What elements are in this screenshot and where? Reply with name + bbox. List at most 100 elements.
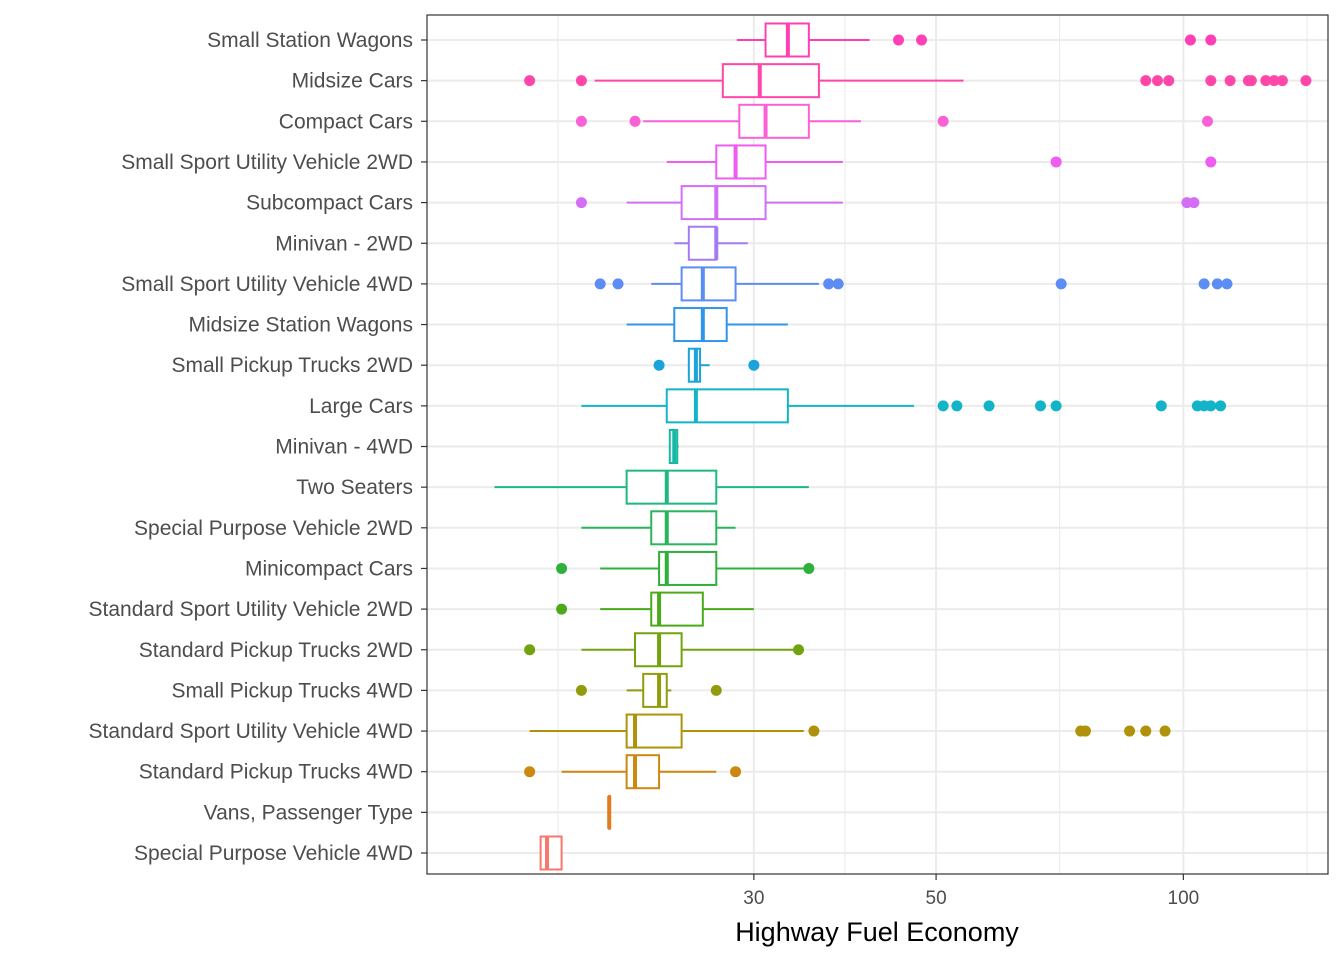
outlier-point <box>629 115 641 127</box>
outlier-point <box>1159 725 1171 737</box>
outlier-point <box>808 725 820 737</box>
y-tick-label: Midsize Cars <box>292 70 413 93</box>
iqr-box <box>625 754 661 790</box>
boxes-layer <box>494 22 1312 871</box>
outlier-point <box>1188 197 1200 209</box>
outlier-point <box>916 34 928 46</box>
x-tick-label: 30 <box>743 888 764 909</box>
outlier-point <box>1155 400 1167 412</box>
y-tick-label: Standard Pickup Trucks 2WD <box>139 639 413 662</box>
outlier-point <box>1300 75 1312 87</box>
outlier-point <box>1205 75 1217 87</box>
box-small-sport-utility-vehicle-4wd <box>594 266 1233 302</box>
box-standard-pickup-trucks-2wd <box>524 632 805 668</box>
x-tick-label: 100 <box>1168 888 1200 909</box>
outlier-point <box>803 562 815 574</box>
y-tick-label: Minicompact Cars <box>245 557 413 580</box>
outlier-point <box>575 684 587 696</box>
box-standard-sport-utility-vehicle-2wd <box>556 591 754 627</box>
iqr-box <box>680 266 737 302</box>
box-vans-passenger-type <box>607 794 612 830</box>
y-tick-label: Compact Cars <box>279 110 413 133</box>
outlier-point <box>1140 75 1152 87</box>
outlier-point <box>524 766 536 778</box>
box-small-station-wagons <box>736 22 1217 58</box>
y-tick-label: Small Pickup Trucks 4WD <box>171 679 413 702</box>
outlier-point <box>1055 278 1067 290</box>
iqr-box <box>673 307 728 343</box>
outlier-point <box>793 644 805 656</box>
outlier-point <box>575 115 587 127</box>
outlier-point <box>832 278 844 290</box>
outlier-point <box>1184 34 1196 46</box>
outlier-point <box>1079 725 1091 737</box>
outlier-point <box>1151 75 1163 87</box>
iqr-box <box>680 185 767 221</box>
outlier-point <box>594 278 606 290</box>
y-tick-label: Two Seaters <box>296 476 413 499</box>
outlier-point <box>524 644 536 656</box>
y-tick-label: Large Cars <box>309 395 413 418</box>
outlier-point <box>556 562 568 574</box>
box-minivan-2wd <box>674 225 748 261</box>
y-tick-label: Small Sport Utility Vehicle 2WD <box>121 151 413 174</box>
y-tick-label: Standard Pickup Trucks 4WD <box>139 761 413 784</box>
outlier-point <box>1268 75 1280 87</box>
outlier-point <box>575 197 587 209</box>
outlier-point <box>1124 725 1136 737</box>
box-small-sport-utility-vehicle-2wd <box>666 144 1217 180</box>
outlier-point <box>556 603 568 615</box>
outlier-point <box>1205 400 1217 412</box>
outlier-point <box>1140 725 1152 737</box>
y-axis: Small Station Wagons Midsize Cars Compact … <box>89 29 427 865</box>
x-tick-label: 50 <box>926 888 947 909</box>
outlier-point <box>951 400 963 412</box>
outlier-point <box>1224 75 1236 87</box>
outlier-point <box>1211 278 1223 290</box>
y-tick-label: Small Sport Utility Vehicle 4WD <box>121 273 413 296</box>
box-special-purpose-vehicle-2wd <box>581 510 736 546</box>
box-midsize-station-wagons <box>626 307 788 343</box>
outlier-point <box>937 400 949 412</box>
y-tick-label: Minivan - 4WD <box>275 436 413 459</box>
box-large-cars <box>581 388 1227 424</box>
box-minicompact-cars <box>556 550 815 586</box>
outlier-point <box>937 115 949 127</box>
box-subcompact-cars <box>575 185 1200 221</box>
y-tick-label: Standard Sport Utility Vehicle 4WD <box>89 720 413 743</box>
plot-border <box>426 14 1329 875</box>
box-minivan-4wd <box>668 429 679 464</box>
box-compact-cars <box>575 103 1213 139</box>
box-two-seaters <box>494 469 809 505</box>
outlier-point <box>1205 34 1217 46</box>
outlier-point <box>1245 75 1257 87</box>
outlier-point <box>1221 278 1233 290</box>
iqr-box <box>687 225 718 261</box>
outlier-point <box>575 75 587 87</box>
outlier-point <box>1050 400 1062 412</box>
outlier-point <box>1260 75 1272 87</box>
outlier-point <box>1205 156 1217 168</box>
box-special-purpose-vehicle-4wd <box>539 835 563 871</box>
outlier-point <box>1215 400 1227 412</box>
iqr-box <box>625 469 718 505</box>
outlier-point <box>823 278 835 290</box>
plot-background <box>427 15 1328 874</box>
y-tick-label: Midsize Station Wagons <box>189 314 414 337</box>
x-axis: 30 50 100 <box>743 874 1199 909</box>
iqr-box <box>715 144 767 180</box>
iqr-box <box>650 510 718 546</box>
iqr-box <box>738 103 810 139</box>
box-small-pickup-trucks-4wd <box>575 672 722 708</box>
iqr-box <box>642 672 668 708</box>
box-standard-pickup-trucks-4wd <box>524 754 742 790</box>
outlier-point <box>983 400 995 412</box>
y-tick-label: Small Pickup Trucks 2WD <box>171 354 413 377</box>
y-tick-label: Standard Sport Utility Vehicle 2WD <box>89 598 413 621</box>
y-tick-label: Small Station Wagons <box>207 29 413 52</box>
outlier-point <box>730 766 742 778</box>
y-tick-label: Subcompact Cars <box>246 192 413 215</box>
outlier-point <box>1034 400 1046 412</box>
outlier-point <box>893 34 905 46</box>
